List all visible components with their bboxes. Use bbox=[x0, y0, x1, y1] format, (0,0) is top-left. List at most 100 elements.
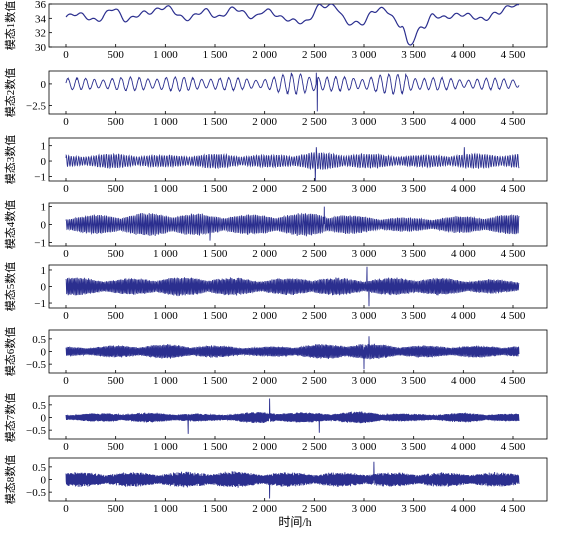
y-axis-label: 模态2数值 bbox=[4, 68, 17, 118]
x-tick-label: 2 500 bbox=[302, 375, 327, 387]
mode-5-series-line bbox=[65, 266, 520, 307]
x-tick-label: 1 000 bbox=[153, 183, 178, 195]
x-tick-label: 4 000 bbox=[451, 441, 476, 453]
y-axis-label: 模态8数值 bbox=[4, 455, 17, 505]
x-tick-label: 500 bbox=[107, 375, 124, 387]
y-tick-label: 0 bbox=[41, 156, 47, 168]
x-tick-label: 2 000 bbox=[252, 310, 277, 322]
x-tick-label: 0 bbox=[63, 310, 69, 322]
y-tick-label: −1 bbox=[34, 171, 46, 183]
y-axis-label: 模态6数值 bbox=[4, 327, 17, 377]
x-tick-label: 0 bbox=[63, 49, 69, 61]
x-tick-label: 4 000 bbox=[451, 503, 476, 515]
x-tick-label: 1 000 bbox=[153, 116, 178, 128]
y-tick-label: 34 bbox=[35, 13, 47, 25]
y-tick-label: −1 bbox=[34, 237, 46, 249]
x-tick-label: 500 bbox=[107, 49, 124, 61]
x-tick-label: 2 500 bbox=[302, 183, 327, 195]
y-tick-label: 0.5 bbox=[32, 334, 46, 346]
y-tick-label: 0 bbox=[41, 79, 47, 91]
y-tick-label: 0 bbox=[41, 475, 47, 487]
x-tick-label: 2 000 bbox=[252, 375, 277, 387]
y-tick-label: −2.5 bbox=[26, 100, 46, 112]
mode-2-series-line bbox=[65, 72, 520, 112]
x-tick-label: 2 500 bbox=[302, 248, 327, 260]
x-tick-label: 4 500 bbox=[501, 503, 526, 515]
x-tick-label: 1 000 bbox=[153, 49, 178, 61]
x-tick-label: 1 500 bbox=[203, 375, 228, 387]
x-tick-label: 2 500 bbox=[302, 441, 327, 453]
x-tick-label: 4 000 bbox=[451, 248, 476, 260]
x-tick-label: 4 000 bbox=[451, 375, 476, 387]
y-tick-label: 36 bbox=[35, 0, 47, 11]
x-tick-label: 500 bbox=[107, 310, 124, 322]
x-tick-label: 3 000 bbox=[352, 248, 377, 260]
x-tick-label: 1 500 bbox=[203, 441, 228, 453]
x-tick-label: 3 000 bbox=[352, 183, 377, 195]
x-tick-label: 1 000 bbox=[153, 441, 178, 453]
x-tick-label: 1 000 bbox=[153, 375, 178, 387]
x-tick-label: 3 000 bbox=[352, 375, 377, 387]
panel-frame bbox=[48, 70, 548, 115]
y-tick-label: −0.5 bbox=[26, 425, 46, 437]
panel-frame bbox=[48, 3, 548, 48]
x-tick-label: 0 bbox=[63, 248, 69, 260]
x-tick-label: 1 500 bbox=[203, 183, 228, 195]
x-tick-label: 3 500 bbox=[401, 183, 426, 195]
x-tick-label: 1 500 bbox=[203, 116, 228, 128]
x-tick-label: 4 000 bbox=[451, 183, 476, 195]
y-axis-label: 模态1数值 bbox=[4, 1, 17, 51]
panel-frame bbox=[48, 137, 548, 182]
x-tick-label: 3 000 bbox=[352, 441, 377, 453]
y-tick-label: 0 bbox=[41, 347, 47, 359]
x-tick-label: 2 500 bbox=[302, 503, 327, 515]
x-tick-label: 3 500 bbox=[401, 503, 426, 515]
x-tick-label: 3 500 bbox=[401, 116, 426, 128]
x-tick-label: 3 000 bbox=[352, 310, 377, 322]
mode-panel-4: −1 0 1 模态4数值 0 500 1 000 1 500 2 000 2 500 3 000 3 … bbox=[4, 200, 548, 260]
x-tick-label: 3 500 bbox=[401, 49, 426, 61]
x-tick-label: 4 000 bbox=[451, 116, 476, 128]
x-tick-label: 2 000 bbox=[252, 503, 277, 515]
y-tick-label: 0 bbox=[41, 220, 47, 232]
x-tick-label: 500 bbox=[107, 441, 124, 453]
x-tick-label: 3 500 bbox=[401, 310, 426, 322]
x-tick-label: 4 500 bbox=[501, 248, 526, 260]
x-tick-label: 4 500 bbox=[501, 116, 526, 128]
x-tick-label: 0 bbox=[63, 183, 69, 195]
x-tick-label: 1 500 bbox=[203, 49, 228, 61]
x-tick-label: 0 bbox=[63, 375, 69, 387]
x-tick-label: 4 500 bbox=[501, 310, 526, 322]
y-axis-label: 模态7数值 bbox=[4, 393, 17, 443]
y-axis-label: 模态3数值 bbox=[4, 135, 17, 185]
x-tick-label: 1 000 bbox=[153, 503, 178, 515]
mode-panel-5: −1 0 1 模态5数值 0 500 1 000 1 500 2 000 2 500 3 000 3 … bbox=[4, 262, 548, 322]
y-axis-label: 模态5数值 bbox=[4, 262, 17, 312]
y-tick-label: 30 bbox=[35, 42, 47, 54]
x-tick-label: 2 500 bbox=[302, 310, 327, 322]
x-tick-label: 4 500 bbox=[501, 183, 526, 195]
x-tick-label: 500 bbox=[107, 183, 124, 195]
x-tick-label: 2 000 bbox=[252, 248, 277, 260]
y-tick-label: 0 bbox=[41, 413, 47, 425]
x-tick-label: 3 000 bbox=[352, 503, 377, 515]
x-tick-label: 4 500 bbox=[501, 49, 526, 61]
y-tick-label: 0 bbox=[41, 282, 47, 294]
y-tick-label: 32 bbox=[35, 28, 46, 40]
y-tick-label: 0.5 bbox=[32, 462, 46, 474]
x-tick-label: 0 bbox=[63, 116, 69, 128]
x-tick-label: 500 bbox=[107, 503, 124, 515]
y-tick-label: −0.5 bbox=[26, 487, 46, 499]
x-tick-label: 1 500 bbox=[203, 503, 228, 515]
y-tick-label: 1 bbox=[41, 265, 47, 277]
x-tick-label: 3 000 bbox=[352, 49, 377, 61]
mode-4-series-line bbox=[65, 206, 520, 241]
y-tick-label: 1 bbox=[41, 202, 47, 214]
mode-panel-2: 0 −2.5 模态2数值 0 500 1 000 1 500 2 000 2 500 3 000 3… bbox=[4, 68, 548, 128]
x-tick-label: 3 000 bbox=[352, 116, 377, 128]
x-tick-label: 500 bbox=[107, 248, 124, 260]
x-tick-label: 1 000 bbox=[153, 248, 178, 260]
x-tick-label: 0 bbox=[63, 441, 69, 453]
